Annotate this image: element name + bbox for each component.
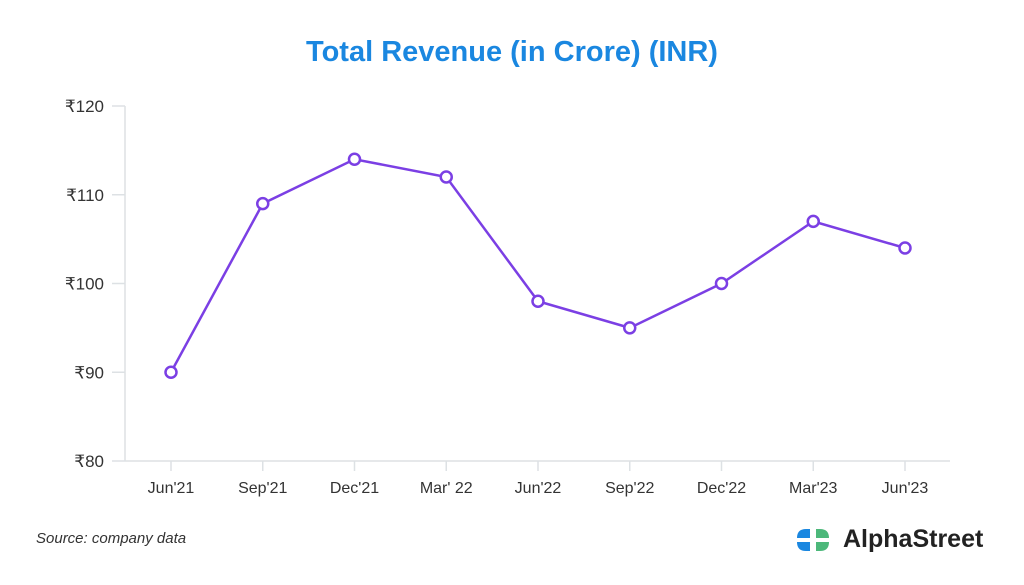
x-tick-label: Sep'22 xyxy=(605,480,654,497)
data-point xyxy=(347,152,362,166)
y-tick-label: ₹110 xyxy=(66,186,104,205)
x-tick-label: Sep'21 xyxy=(238,480,287,497)
y-tick-label: ₹100 xyxy=(65,275,104,294)
source-note: Source: company data xyxy=(36,530,187,547)
x-tick-label: Dec'21 xyxy=(330,480,379,497)
brand-name: AlphaStreet xyxy=(843,525,984,553)
data-point xyxy=(898,241,912,255)
data-point xyxy=(714,276,729,291)
chart-title: Total Revenue (in Crore) (INR) xyxy=(306,36,718,68)
data-point xyxy=(256,196,270,211)
x-tick-label: Dec'22 xyxy=(697,480,746,497)
x-tick-label: Mar' 22 xyxy=(420,480,473,497)
series-line xyxy=(169,157,906,373)
data-point xyxy=(806,214,820,229)
data-point xyxy=(531,294,545,308)
y-tick-label: ₹120 xyxy=(65,97,104,116)
data-point xyxy=(164,365,178,379)
alphastreet-logo-icon xyxy=(797,528,829,551)
x-tick-label: Jun'23 xyxy=(882,480,929,497)
x-tick-label: Jun'22 xyxy=(515,480,562,497)
x-tick-label: Mar'23 xyxy=(789,480,838,497)
data-point xyxy=(439,170,453,184)
data-point xyxy=(623,321,637,335)
y-tick-label: ₹90 xyxy=(74,363,104,382)
alphastreet-logo: AlphaStreet xyxy=(795,525,983,554)
x-tick-label: Jun'21 xyxy=(148,480,195,497)
y-tick-label: ₹80 xyxy=(74,452,104,471)
